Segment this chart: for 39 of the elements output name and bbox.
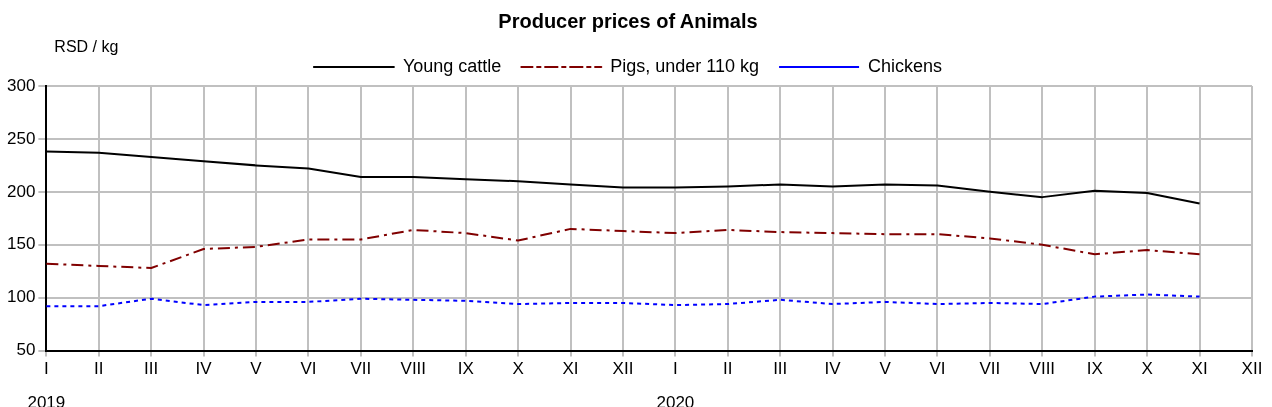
x-tick-label: II xyxy=(94,359,104,379)
x-tick-label: III xyxy=(773,359,788,379)
x-tick-label: III xyxy=(144,359,159,379)
y-axis-title: RSD / kg xyxy=(54,38,119,56)
x-tick-label: VIII xyxy=(400,359,427,379)
x-tick-label: VII xyxy=(979,359,1001,379)
x-tick-label: IV xyxy=(824,359,842,379)
x-tick-label: X xyxy=(1141,359,1153,379)
y-tick-label: 200 xyxy=(6,181,36,201)
y-tick-label: 50 xyxy=(16,340,36,360)
x-tick-label: XI xyxy=(1191,359,1208,379)
x-tick-label: X xyxy=(512,359,524,379)
legend-label: Chickens xyxy=(868,55,943,76)
x-tick-label: XI xyxy=(562,359,579,379)
x-tick-label: VI xyxy=(929,359,946,379)
x-tick-label: V xyxy=(879,359,892,379)
y-tick-label: 100 xyxy=(6,287,36,307)
legend-label: Young cattle xyxy=(402,55,502,76)
x-tick-label: I xyxy=(673,359,678,379)
y-tick-label: 250 xyxy=(6,128,36,148)
line-series xyxy=(45,293,1201,308)
x-tick-label: XII xyxy=(1241,359,1263,379)
x-tick-label: V xyxy=(250,359,263,379)
x-tick-label: VI xyxy=(300,359,317,379)
text: 2020 xyxy=(656,392,695,407)
line-series xyxy=(45,227,1201,270)
x-tick-label: IV xyxy=(195,359,213,379)
y-tick-label: 300 xyxy=(6,75,36,95)
x-tick-label: II xyxy=(723,359,733,379)
x-tick-label: VII xyxy=(350,359,372,379)
x-tick-label: I xyxy=(44,359,49,379)
legend-label: Pigs, under 110 kg xyxy=(610,55,760,76)
x-tick-label: VIII xyxy=(1029,359,1056,379)
x-tick-label: XII xyxy=(612,359,634,379)
y-tick-label: 150 xyxy=(6,234,36,254)
chart-title: Producer prices of Animals xyxy=(498,9,758,32)
text: 2019 xyxy=(27,392,66,407)
x-tick-label: IX xyxy=(1086,359,1103,379)
x-tick-label: IX xyxy=(457,359,474,379)
